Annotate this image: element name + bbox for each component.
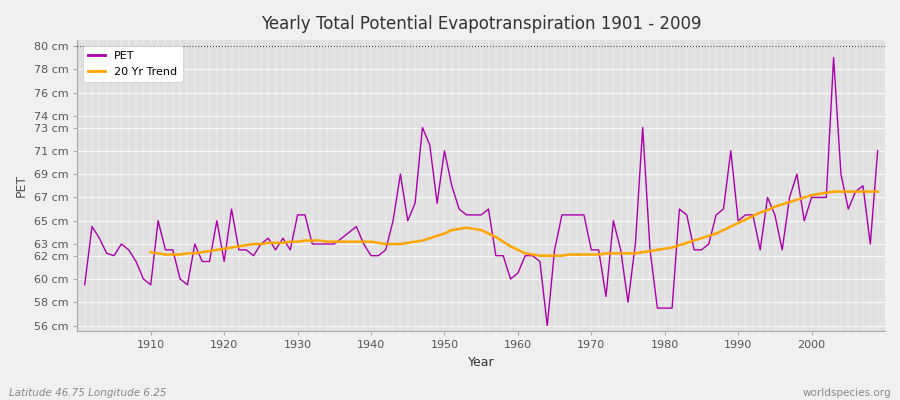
- Line: 20 Yr Trend: 20 Yr Trend: [151, 192, 878, 256]
- PET: [872, 148, 883, 153]
- Text: worldspecies.org: worldspecies.org: [803, 388, 891, 398]
- PET: [505, 276, 516, 281]
- PET: [300, 212, 310, 217]
- PET: [138, 276, 148, 281]
- 20 Yr Trend: [300, 238, 310, 243]
- PET: [79, 282, 90, 287]
- 20 Yr Trend: [344, 239, 355, 244]
- 20 Yr Trend: [600, 251, 611, 256]
- PET: [608, 218, 618, 223]
- PET: [828, 55, 839, 60]
- X-axis label: Year: Year: [468, 356, 494, 369]
- 20 Yr Trend: [505, 244, 516, 249]
- PET: [344, 230, 355, 235]
- 20 Yr Trend: [872, 189, 883, 194]
- PET: [542, 323, 553, 328]
- Y-axis label: PET: PET: [15, 174, 28, 197]
- PET: [512, 271, 523, 276]
- 20 Yr Trend: [512, 248, 523, 252]
- Title: Yearly Total Potential Evapotranspiration 1901 - 2009: Yearly Total Potential Evapotranspiratio…: [261, 15, 701, 33]
- Line: PET: PET: [85, 58, 878, 326]
- Text: Latitude 46.75 Longitude 6.25: Latitude 46.75 Longitude 6.25: [9, 388, 166, 398]
- Legend: PET, 20 Yr Trend: PET, 20 Yr Trend: [83, 46, 183, 82]
